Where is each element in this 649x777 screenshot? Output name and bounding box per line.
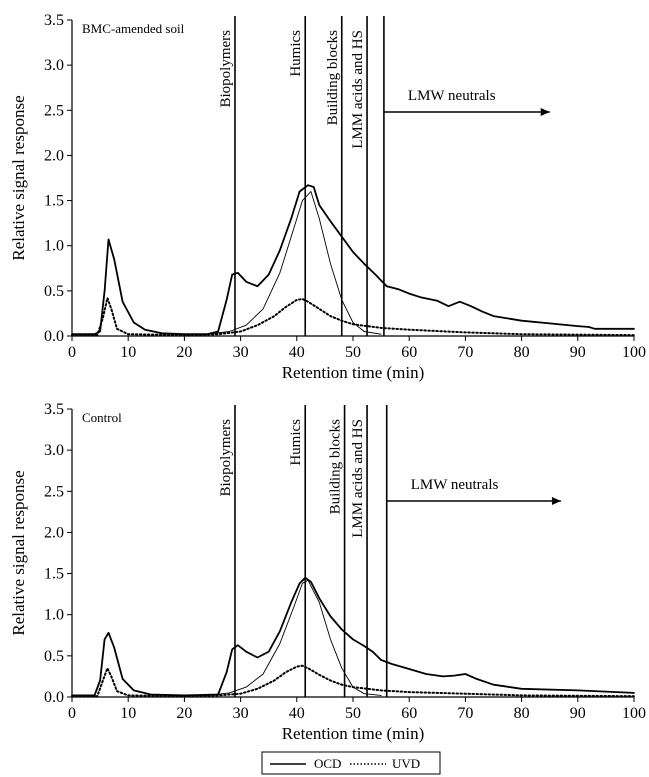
x-tick-label: 50 xyxy=(345,344,361,361)
ocd-line xyxy=(71,576,635,697)
x-tick-label: 90 xyxy=(570,344,586,361)
x-tick-label: 70 xyxy=(457,344,473,361)
panel-label: BMC-amended soil xyxy=(82,21,185,36)
y-tick-label: 1.5 xyxy=(44,193,64,210)
x-tick-label: 80 xyxy=(514,705,530,722)
x-tick-label: 30 xyxy=(233,344,249,361)
uvd-line xyxy=(71,664,635,698)
legend: OCD UVD xyxy=(261,751,441,775)
y-tick-label: 3.5 xyxy=(44,401,64,418)
ocd-line xyxy=(71,184,635,336)
panel-label: Control xyxy=(82,410,122,425)
fraction-label: LMW neutrals xyxy=(411,477,499,493)
uvd-line xyxy=(71,297,635,337)
x-axis-label: Retention time (min) xyxy=(282,363,425,382)
y-tick-label: 2.5 xyxy=(44,483,64,500)
y-tick-label: 0.0 xyxy=(44,328,64,345)
y-tick-label: 0.0 xyxy=(44,689,64,706)
y-tick-label: 1.0 xyxy=(44,607,64,624)
x-tick-label: 0 xyxy=(68,344,76,361)
y-tick-label: 0.5 xyxy=(44,283,64,300)
x-tick-label: 40 xyxy=(289,344,305,361)
y-tick-label: 3.0 xyxy=(44,57,64,74)
y-tick-label: 0.5 xyxy=(44,648,64,665)
x-tick-label: 20 xyxy=(176,344,192,361)
x-tick-label: 80 xyxy=(514,344,530,361)
y-tick-label: 1.0 xyxy=(44,238,64,255)
y-tick-label: 2.5 xyxy=(44,102,64,119)
fraction-label: LMM acids and HS xyxy=(350,30,366,149)
y-tick-label: 3.5 xyxy=(44,12,64,29)
y-tick-label: 3.0 xyxy=(44,442,64,459)
x-tick-label: 0 xyxy=(68,705,76,722)
x-tick-label: 10 xyxy=(120,344,136,361)
x-axis-label: Retention time (min) xyxy=(282,724,425,743)
x-tick-label: 50 xyxy=(345,705,361,722)
ocd-peak-fit-line xyxy=(206,191,382,335)
x-tick-label: 10 xyxy=(120,705,136,722)
x-tick-label: 20 xyxy=(176,705,192,722)
x-tick-label: 70 xyxy=(457,705,473,722)
x-tick-label: 30 xyxy=(233,705,249,722)
panel-bmc-amended-soil: 0 10 20 30 40 50 60 70 80 90 100 0.0 0.5 1.0 1.5 2.0 2.5… xyxy=(9,12,646,382)
fraction-label: Building blocks xyxy=(328,419,344,515)
fraction-label: LMM acids and HS xyxy=(350,419,366,538)
x-tick-label: 100 xyxy=(622,705,646,722)
ocd-peak-fit-line xyxy=(206,579,382,696)
fraction-label: LMW neutrals xyxy=(408,88,496,104)
x-tick-label: 60 xyxy=(401,705,417,722)
legend-uvd-label: UVD xyxy=(392,756,420,771)
y-tick-label: 2.0 xyxy=(44,524,64,541)
panel-control: 0 10 20 30 40 50 60 70 80 90 100 0.0 0.5 1.0 1.5 2.0 2.5… xyxy=(9,401,646,743)
fraction-label: Humics xyxy=(288,30,304,77)
y-tick-label: 1.5 xyxy=(44,566,64,583)
y-tick-label: 2.0 xyxy=(44,147,64,164)
legend-box xyxy=(261,751,441,775)
fraction-label: Humics xyxy=(288,419,304,466)
x-tick-label: 90 xyxy=(570,705,586,722)
x-tick-label: 60 xyxy=(401,344,417,361)
fraction-label: Biopolymers xyxy=(218,419,234,497)
arrow-head xyxy=(551,497,561,505)
x-tick-label: 40 xyxy=(289,705,305,722)
x-tick-label: 100 xyxy=(622,344,646,361)
legend-ocd-label: OCD xyxy=(314,756,341,771)
y-axis-label: Relative signal response xyxy=(9,95,28,260)
arrow-head xyxy=(540,108,550,116)
fraction-label: Biopolymers xyxy=(218,30,234,108)
fraction-label: Building blocks xyxy=(325,30,341,126)
y-axis-label: Relative signal response xyxy=(9,470,28,635)
